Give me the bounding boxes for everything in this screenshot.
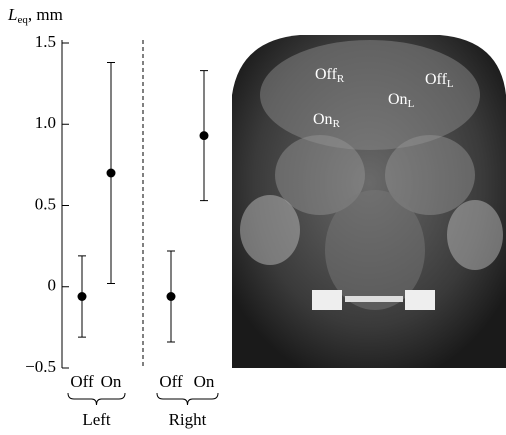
x-tick-label: On	[194, 372, 215, 391]
image-label-sub: R	[333, 118, 341, 130]
image-label-text: On	[313, 111, 333, 128]
point	[77, 292, 87, 301]
group-brace	[156, 392, 219, 406]
image-label: OnR	[313, 111, 341, 130]
image-label-sub: R	[337, 73, 345, 85]
point	[166, 292, 176, 301]
y-tick-label: 0	[48, 276, 57, 295]
image-label-text: Off	[315, 66, 338, 83]
y-tick-label: 1.5	[35, 32, 56, 51]
group-label: Right	[169, 410, 207, 429]
y-axis-label: Leq, mm	[7, 5, 63, 26]
image-label-text: On	[388, 91, 408, 108]
y-tick-label: 0.5	[35, 194, 56, 213]
image-label: OnL	[388, 91, 415, 110]
point	[106, 168, 116, 178]
x-tick-label: On	[101, 372, 122, 391]
x-tick-label: Off	[70, 372, 94, 391]
group-brace	[67, 392, 126, 406]
image-label-sub: L	[447, 78, 454, 90]
image-label: OffL	[425, 71, 454, 90]
group-label: Left	[82, 410, 111, 429]
image-label-text: Off	[425, 71, 448, 88]
image-label: OffR	[315, 66, 345, 85]
y-tick-label: 1.0	[35, 113, 56, 132]
xray-image	[232, 35, 506, 368]
x-tick-label: Off	[159, 372, 183, 391]
point	[199, 131, 209, 141]
image-label-sub: L	[408, 98, 415, 110]
y-tick-label: −0.5	[25, 357, 56, 376]
